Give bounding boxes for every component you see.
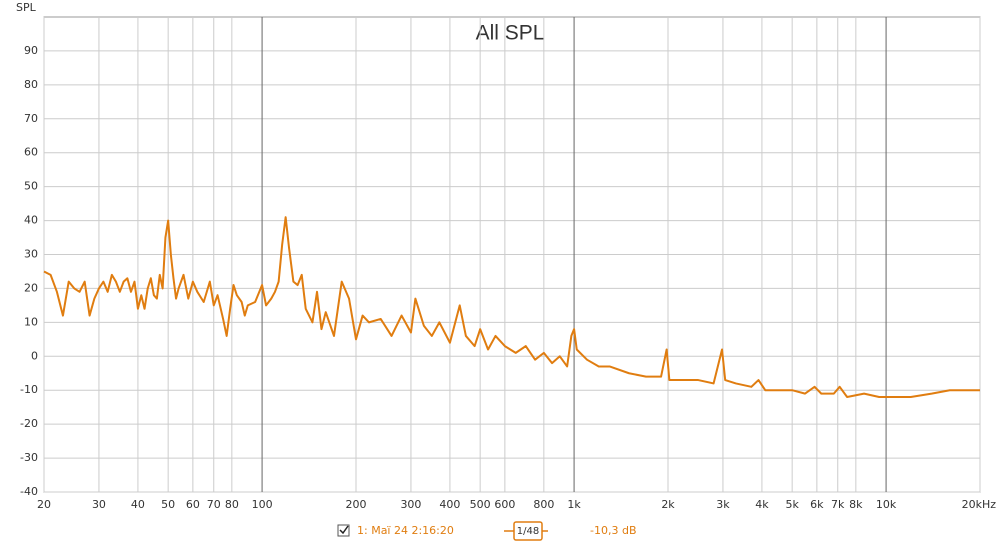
x-tick-label: 3k (716, 498, 730, 511)
x-tick-label: 30 (92, 498, 106, 511)
level-label: -10,3 dB (590, 524, 637, 537)
line-series (43, 216, 980, 398)
x-tick-label: 1k (567, 498, 581, 511)
x-tick-label: 5k (785, 498, 799, 511)
x-tick-label: 7k (831, 498, 845, 511)
x-tick-label: 100 (252, 498, 273, 511)
legend-entry: 1: Maï 24 2:16:20 (357, 524, 454, 537)
x-tick-label: 20 (37, 498, 51, 511)
y-tick-label: 40 (24, 214, 38, 227)
y-tick-label: 50 (24, 180, 38, 193)
y-tick-label: 10 (24, 315, 38, 328)
x-tick-label: 6k (810, 498, 824, 511)
x-tick-label: 800 (533, 498, 554, 511)
x-tick-label: 400 (439, 498, 460, 511)
y-tick-label: 20 (24, 281, 38, 294)
x-tick-label: 10k (876, 498, 897, 511)
y-tick-label: -40 (20, 485, 38, 498)
y-tick-label: 0 (31, 349, 38, 362)
x-tick-label: 50 (161, 498, 175, 511)
y-axis-label: SPL (16, 1, 37, 14)
y-tick-label: 90 (24, 44, 38, 57)
x-tick-label: 200 (346, 498, 367, 511)
y-tick-label: -10 (20, 383, 38, 396)
x-tick-label: 80 (225, 498, 239, 511)
smoothing-box[interactable] (513, 521, 543, 541)
y-tick-label: 60 (24, 146, 38, 159)
y-tick-label: -30 (20, 451, 38, 464)
x-tick-label: 2k (661, 498, 675, 511)
y-tick-label: -20 (20, 417, 38, 430)
x-tick-label: 4k (755, 498, 769, 511)
chart-title: All SPL (476, 22, 545, 45)
x-tick-label: 60 (186, 498, 200, 511)
x-tick-label: 500 (470, 498, 491, 511)
y-tick-label: 70 (24, 112, 38, 125)
legend-checkbox[interactable] (337, 524, 350, 537)
x-tick-label: 70 (207, 498, 221, 511)
x-tick-label: 8k (849, 498, 863, 511)
checkmark (339, 525, 349, 535)
smoothing-label: 1/48 (517, 526, 539, 537)
x-tick-label: 40 (131, 498, 145, 511)
x-tick-label: 600 (494, 498, 515, 511)
x-tick-label: 20kHz (962, 498, 997, 511)
y-tick-label: 30 (24, 248, 38, 261)
y-tick-label: 80 (24, 78, 38, 91)
x-tick-label: 300 (400, 498, 421, 511)
